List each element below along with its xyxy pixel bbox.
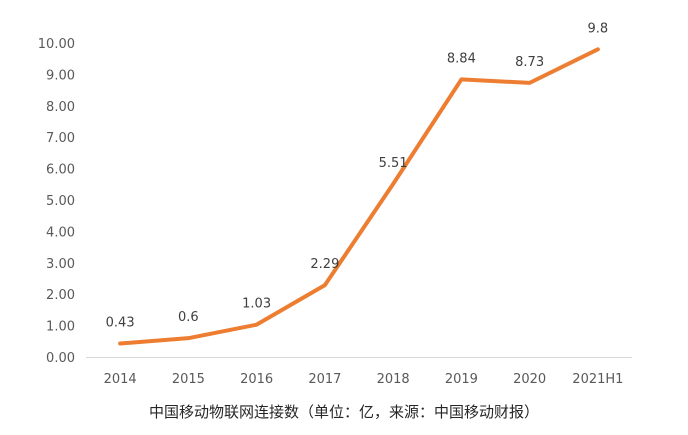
x-tick-label: 2018: [377, 372, 410, 387]
y-tick-label: 3.00: [46, 257, 75, 272]
data-labels: 0.43 0.6 1.03 2.29 5.51 8.84 8.73 9.8: [106, 21, 609, 330]
y-axis-ticks: 0.00 1.00 2.00 3.00 4.00 5.00 6.00 7.00 8.00 9.00…: [38, 37, 75, 366]
data-label: 8.73: [515, 55, 544, 70]
x-tick-label: 2015: [172, 372, 205, 387]
data-label: 0.6: [178, 310, 199, 325]
data-label: 8.84: [447, 51, 476, 66]
y-tick-label: 5.00: [46, 194, 75, 209]
x-tick-label: 2017: [308, 372, 341, 387]
y-tick-label: 2.00: [46, 288, 75, 303]
line-chart: 0.00 1.00 2.00 3.00 4.00 5.00 6.00 7.00 8.00 9.00…: [38, 21, 632, 387]
x-tick-label: 2014: [104, 372, 137, 387]
y-tick-label: 6.00: [46, 163, 75, 178]
x-axis-ticks: 2014 2015 2016 2017 2018 2019 2020 2021H1: [104, 372, 624, 387]
data-label: 1.03: [242, 297, 271, 312]
y-tick-label: 4.00: [46, 225, 75, 240]
data-label: 5.51: [379, 156, 408, 171]
x-tick-label: 2021H1: [572, 372, 623, 387]
series-line: [118, 47, 600, 346]
y-tick-label: 7.00: [46, 131, 75, 146]
y-tick-label: 0.00: [46, 351, 75, 366]
x-tick-label: 2020: [513, 372, 546, 387]
x-tick-label: 2019: [445, 372, 478, 387]
y-tick-label: 10.00: [38, 37, 75, 52]
y-tick-label: 8.00: [46, 100, 75, 115]
chart-caption: 中国移动物联网连接数（单位：亿，来源：中国移动财报）: [148, 403, 539, 421]
x-tick-label: 2016: [240, 372, 273, 387]
data-label: 9.8: [588, 21, 609, 36]
y-tick-label: 1.00: [46, 320, 75, 335]
data-label: 0.43: [106, 315, 135, 330]
y-tick-label: 9.00: [46, 68, 75, 83]
data-label: 2.29: [310, 257, 339, 272]
